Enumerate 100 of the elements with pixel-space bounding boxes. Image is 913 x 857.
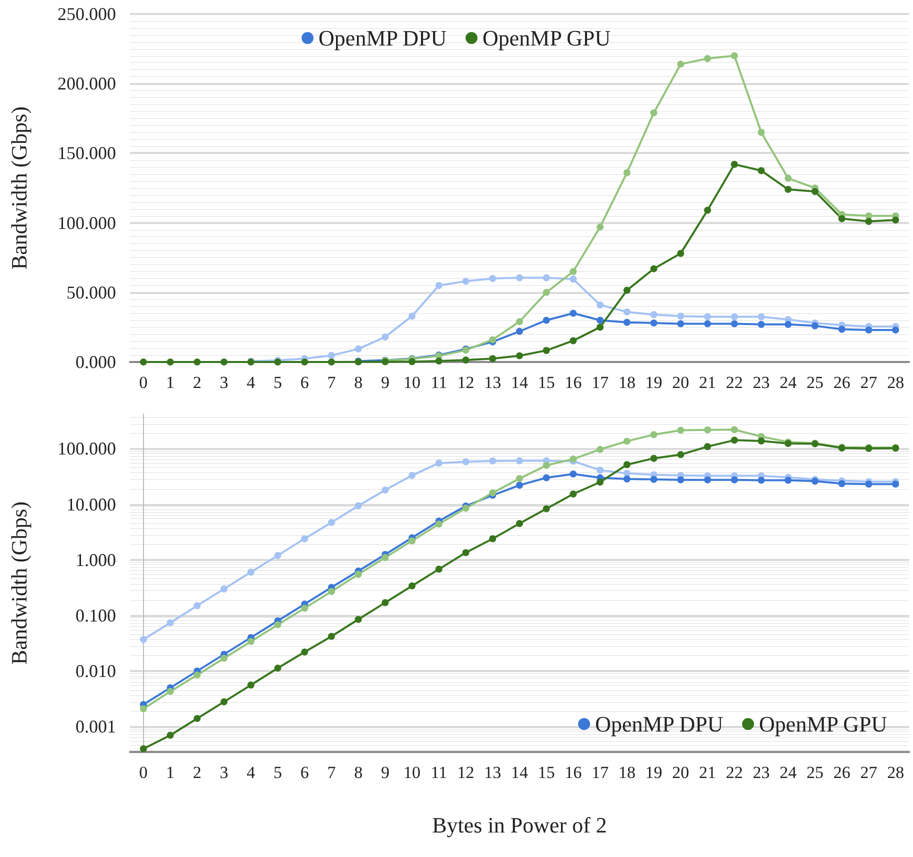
point xyxy=(623,475,630,482)
x-tick-label: 10 xyxy=(404,763,421,782)
point xyxy=(892,480,900,488)
point xyxy=(462,549,470,556)
point xyxy=(516,457,523,464)
point xyxy=(596,478,604,486)
point xyxy=(274,552,282,559)
point xyxy=(677,60,684,68)
point xyxy=(650,454,658,462)
point xyxy=(811,322,818,330)
point xyxy=(194,671,201,678)
x-tick-label: 28 xyxy=(887,373,904,392)
point xyxy=(220,698,228,706)
point xyxy=(570,337,577,344)
point xyxy=(516,475,523,482)
point xyxy=(704,206,712,214)
x-tick-label: 13 xyxy=(484,373,502,392)
x-tick-label: 3 xyxy=(220,763,228,782)
point xyxy=(623,308,630,316)
y-tick-label: 0.001 xyxy=(76,716,116,737)
x-tick-label: 19 xyxy=(645,763,662,782)
point xyxy=(677,320,684,328)
point xyxy=(865,480,872,488)
point xyxy=(140,358,147,366)
point xyxy=(650,320,658,327)
x-tick-label: 12 xyxy=(457,373,474,392)
point xyxy=(704,55,712,62)
x-tick-label: 18 xyxy=(618,763,636,782)
x-tick-label: 26 xyxy=(833,763,850,782)
point xyxy=(408,537,416,544)
x-tick-label: 25 xyxy=(806,373,824,392)
point xyxy=(838,480,846,488)
x-tick-label: 1 xyxy=(166,373,175,392)
point xyxy=(194,358,201,366)
x-tick-label: 10 xyxy=(404,373,421,392)
point xyxy=(596,223,604,230)
x-tick-label: 0 xyxy=(139,373,148,392)
point xyxy=(623,169,630,176)
point xyxy=(489,274,496,282)
x-tick-label: 16 xyxy=(564,373,582,392)
point xyxy=(542,346,550,354)
point xyxy=(194,602,201,610)
point xyxy=(516,274,523,282)
point xyxy=(328,358,335,366)
point xyxy=(758,313,765,320)
point xyxy=(677,312,684,320)
point xyxy=(516,328,523,335)
y-tick-label: 150.000 xyxy=(58,143,116,164)
legend-label: OpenMP DPU xyxy=(595,712,724,736)
point xyxy=(247,682,254,689)
point xyxy=(596,446,604,453)
point xyxy=(408,582,416,590)
point xyxy=(408,312,416,320)
point xyxy=(354,616,362,623)
point xyxy=(758,128,765,136)
y-tick-label: 1.000 xyxy=(76,550,116,570)
x-tick-label: 25 xyxy=(806,763,824,782)
point xyxy=(435,566,442,573)
point xyxy=(730,320,738,328)
x-tick-label: 12 xyxy=(457,763,474,782)
point xyxy=(462,278,470,285)
point xyxy=(354,570,362,578)
point xyxy=(650,265,658,272)
x-tick-label: 7 xyxy=(327,763,336,782)
point xyxy=(220,585,228,592)
point xyxy=(462,504,470,512)
x-tick-label: 23 xyxy=(752,373,770,392)
point xyxy=(892,326,900,334)
point xyxy=(784,174,792,182)
point xyxy=(838,326,846,333)
x-tick-label: 24 xyxy=(780,763,798,782)
point xyxy=(758,437,765,444)
point xyxy=(623,461,630,468)
point xyxy=(784,186,792,193)
point xyxy=(704,313,712,320)
point xyxy=(435,282,442,289)
x-tick-label: 28 xyxy=(887,763,904,782)
y-tick-label: 50.000 xyxy=(66,282,116,302)
point xyxy=(328,632,335,640)
point xyxy=(328,518,335,526)
point xyxy=(301,648,308,656)
point xyxy=(784,476,792,484)
point xyxy=(730,313,738,320)
x-tick-label: 23 xyxy=(752,763,770,782)
point xyxy=(408,472,416,479)
point xyxy=(650,431,658,438)
x-tick-label: 21 xyxy=(699,373,716,392)
point xyxy=(489,355,496,362)
point xyxy=(677,250,684,257)
x-tick-label: 1 xyxy=(166,763,175,782)
point xyxy=(542,505,550,512)
y-tick-label: 0.010 xyxy=(76,661,116,682)
point xyxy=(489,489,496,496)
point xyxy=(650,476,658,483)
x-tick-label: 18 xyxy=(618,373,636,392)
x-tick-label: 9 xyxy=(380,763,390,782)
point xyxy=(758,476,765,484)
point xyxy=(489,535,496,542)
point xyxy=(623,318,630,326)
point xyxy=(730,426,738,434)
